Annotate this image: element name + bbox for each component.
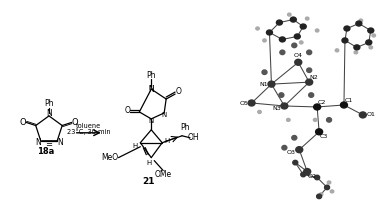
Ellipse shape: [258, 110, 261, 114]
Ellipse shape: [315, 29, 319, 32]
Ellipse shape: [314, 118, 317, 121]
Text: N: N: [57, 138, 63, 146]
Ellipse shape: [335, 49, 339, 52]
Ellipse shape: [317, 194, 321, 199]
Text: N1: N1: [259, 82, 268, 87]
Ellipse shape: [306, 79, 313, 85]
Text: N: N: [149, 85, 154, 91]
Text: N2: N2: [310, 75, 318, 80]
Text: O4: O4: [294, 53, 303, 58]
Ellipse shape: [309, 93, 313, 97]
Ellipse shape: [262, 70, 267, 74]
Ellipse shape: [340, 102, 347, 108]
Ellipse shape: [366, 40, 372, 45]
Ellipse shape: [359, 112, 366, 118]
Text: N: N: [162, 112, 167, 118]
Ellipse shape: [301, 172, 306, 177]
Text: O: O: [175, 87, 181, 96]
Ellipse shape: [372, 34, 375, 37]
Text: toluene: toluene: [76, 123, 101, 129]
Ellipse shape: [325, 185, 329, 190]
Ellipse shape: [281, 103, 288, 109]
Ellipse shape: [294, 34, 300, 39]
Ellipse shape: [279, 37, 285, 42]
Ellipse shape: [293, 160, 298, 165]
Text: 18a: 18a: [37, 147, 54, 156]
Ellipse shape: [327, 181, 331, 184]
Text: C3: C3: [320, 134, 328, 139]
Text: O: O: [71, 118, 78, 127]
Text: 21: 21: [142, 177, 155, 186]
Ellipse shape: [256, 27, 259, 30]
Text: O2: O2: [308, 174, 317, 179]
Ellipse shape: [263, 39, 266, 42]
Ellipse shape: [314, 104, 321, 110]
Text: O: O: [20, 118, 27, 127]
Text: N: N: [46, 109, 52, 118]
Text: O5: O5: [239, 101, 248, 105]
Ellipse shape: [342, 38, 348, 43]
Ellipse shape: [287, 118, 290, 121]
Ellipse shape: [279, 93, 284, 97]
Text: OMe: OMe: [155, 170, 172, 179]
Text: OH: OH: [187, 133, 199, 142]
Ellipse shape: [299, 41, 303, 44]
Ellipse shape: [290, 17, 296, 22]
Ellipse shape: [316, 129, 323, 135]
Ellipse shape: [304, 169, 311, 174]
Text: Ph: Ph: [44, 99, 54, 109]
Text: H: H: [132, 143, 137, 149]
Ellipse shape: [359, 19, 363, 22]
Ellipse shape: [354, 51, 358, 54]
Text: 23°C, 30 min: 23°C, 30 min: [67, 129, 111, 135]
Text: O3: O3: [287, 150, 296, 155]
Ellipse shape: [344, 26, 350, 31]
Ellipse shape: [306, 17, 309, 20]
Ellipse shape: [292, 136, 297, 140]
Ellipse shape: [248, 100, 255, 106]
Ellipse shape: [295, 59, 302, 65]
Ellipse shape: [354, 45, 360, 50]
Text: O: O: [125, 107, 130, 115]
Ellipse shape: [296, 147, 303, 153]
Text: Ph: Ph: [147, 71, 156, 80]
Ellipse shape: [280, 50, 285, 55]
Text: O1: O1: [366, 112, 375, 117]
Text: H: H: [165, 138, 170, 144]
Ellipse shape: [319, 193, 323, 196]
Text: N: N: [148, 85, 154, 94]
Ellipse shape: [288, 13, 291, 16]
Ellipse shape: [330, 190, 334, 193]
Ellipse shape: [307, 50, 312, 55]
Ellipse shape: [268, 81, 275, 87]
Text: N: N: [35, 138, 41, 146]
Ellipse shape: [292, 43, 297, 48]
Text: Ph: Ph: [180, 123, 190, 132]
Text: =: =: [46, 140, 52, 150]
Text: N3: N3: [272, 107, 281, 111]
Ellipse shape: [266, 30, 272, 35]
Ellipse shape: [282, 145, 287, 150]
Ellipse shape: [315, 175, 320, 180]
Ellipse shape: [368, 28, 374, 33]
Text: C1: C1: [345, 97, 353, 103]
Text: H: H: [147, 160, 152, 166]
Ellipse shape: [369, 46, 372, 49]
Text: MeO: MeO: [101, 153, 119, 162]
Text: N: N: [149, 118, 154, 124]
Ellipse shape: [326, 118, 331, 122]
Ellipse shape: [307, 68, 312, 73]
Ellipse shape: [356, 21, 362, 26]
Text: C2: C2: [318, 99, 326, 104]
Ellipse shape: [300, 24, 306, 29]
Ellipse shape: [276, 20, 282, 25]
